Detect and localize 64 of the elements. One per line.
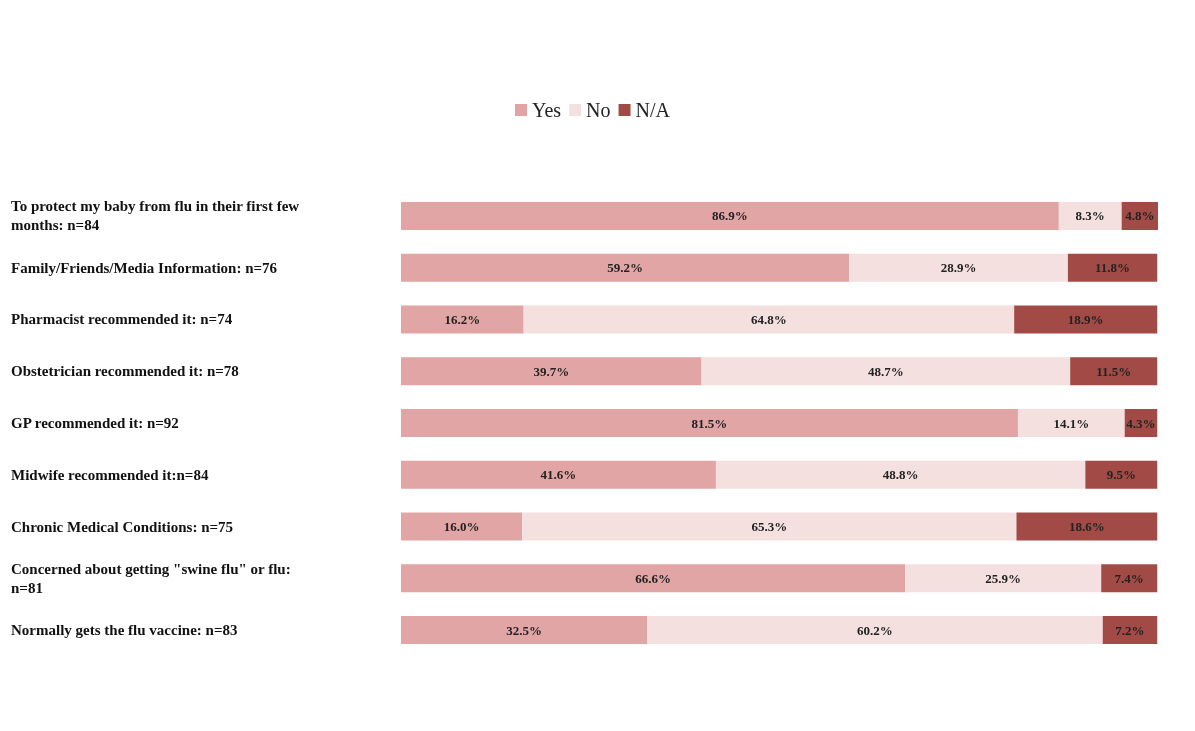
- bar: [1016, 512, 1158, 541]
- data-label: 81.5%: [691, 415, 728, 431]
- bar: [401, 201, 1059, 230]
- data-label: 60.2%: [857, 622, 893, 638]
- bar: [1102, 616, 1158, 645]
- bar: [1067, 253, 1158, 282]
- data-label: 41.6%: [540, 467, 577, 483]
- y-tick-label: Concerned about getting "swine flu" or flu: n=81: [11, 560, 295, 596]
- data-label: 48.7%: [867, 363, 904, 379]
- data-label: 32.5%: [506, 622, 542, 638]
- data-label: 11.8%: [1095, 260, 1131, 276]
- bar: [401, 357, 702, 386]
- data-label: 9.5%: [1106, 467, 1136, 483]
- y-tick-label: Midwife recommended it:n=84: [11, 466, 209, 483]
- legend-label: No: [586, 99, 611, 121]
- data-label: 16.0%: [443, 519, 480, 535]
- data-label: 25.9%: [985, 570, 1022, 586]
- data-label: 39.7%: [533, 363, 570, 379]
- data-label: 4.8%: [1125, 208, 1155, 224]
- data-label: 4.3%: [1126, 415, 1156, 431]
- data-label: 11.5%: [1096, 363, 1132, 379]
- data-label: 64.8%: [751, 311, 787, 327]
- y-tick-label: Obstetrician recommended it: n=78: [11, 363, 239, 380]
- bar: [1014, 305, 1158, 334]
- y-tick-label: Pharmacist recommended it: n=74: [11, 311, 233, 328]
- bar: [1101, 564, 1158, 593]
- bar: [523, 305, 1015, 334]
- bar: [401, 305, 524, 334]
- y-tick-label: To protect my baby from flu in their first few months: n=84: [11, 198, 303, 234]
- bar: [401, 253, 850, 282]
- bar: [715, 460, 1086, 489]
- data-label: 8.3%: [1075, 208, 1105, 224]
- data-label: 18.6%: [1068, 519, 1105, 535]
- data-label: 66.6%: [635, 570, 671, 586]
- data-label: 16.2%: [444, 311, 481, 327]
- bar: [1017, 409, 1125, 437]
- bar: [401, 409, 1018, 437]
- bar: [401, 564, 906, 593]
- data-label: 28.9%: [940, 260, 977, 276]
- bar: [1070, 357, 1158, 386]
- bar: [647, 616, 1103, 645]
- legend-label: Yes: [532, 99, 562, 121]
- y-tick-label: GP recommended it: n=92: [11, 415, 179, 431]
- bar: [1058, 201, 1122, 230]
- data-label: 65.3%: [751, 519, 788, 535]
- bar: [401, 616, 648, 645]
- data-label: 14.1%: [1053, 415, 1090, 431]
- data-label: 48.8%: [882, 467, 919, 483]
- data-label: 7.4%: [1114, 570, 1144, 586]
- y-tick-label: Normally gets the flu vaccine: n=83: [11, 622, 238, 639]
- legend-label: N/A: [635, 99, 671, 121]
- data-label: 18.9%: [1067, 311, 1104, 327]
- bar: [1085, 460, 1158, 489]
- bar: [905, 564, 1102, 593]
- data-label: 59.2%: [607, 260, 643, 276]
- y-tick-label: Chronic Medical Conditions: n=75: [11, 518, 234, 535]
- y-tick-label: Family/Friends/Media Information: n=76: [11, 259, 278, 276]
- bar: [401, 460, 716, 489]
- bar: [849, 253, 1068, 282]
- bar: [401, 512, 523, 541]
- bar: [701, 357, 1071, 386]
- data-label: 7.2%: [1115, 622, 1145, 638]
- data-label: 86.9%: [712, 208, 748, 224]
- bar: [522, 512, 1017, 541]
